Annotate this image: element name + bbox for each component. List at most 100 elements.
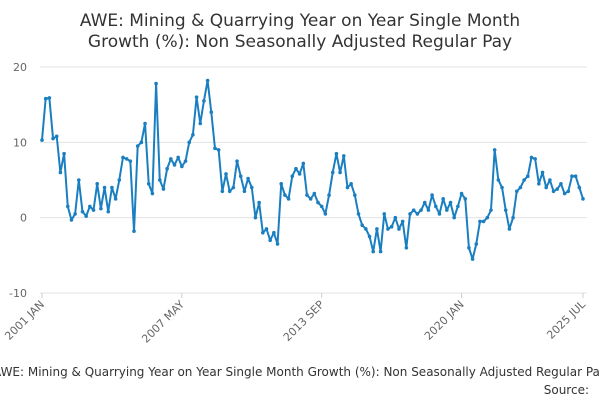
data-point [275,242,280,246]
data-point [246,176,250,181]
data-point [150,191,155,196]
data-point [492,148,497,152]
x-tick-label: 2013 SEP [281,298,327,344]
data-point [128,159,133,163]
data-point [573,174,578,179]
data-point [485,215,490,220]
data-point [467,246,471,250]
data-point [577,185,582,190]
data-point [408,212,412,216]
data-point [478,219,482,224]
data-point [198,121,203,126]
data-point [518,185,523,190]
data-point [205,78,210,83]
data-point [430,193,434,197]
data-point [139,140,144,145]
data-point [514,189,519,194]
data-point [121,155,125,160]
data-point [261,230,265,235]
data-point [146,181,151,186]
data-point [570,174,574,179]
data-point [187,140,192,145]
data-point [470,257,475,261]
data-point [474,242,479,246]
data-point [375,227,379,231]
x-tick-label: 2007 MAY [139,298,187,346]
data-point [382,212,387,216]
x-tick-label: 2025 JUL [544,297,588,341]
data-point [540,170,545,175]
data-point [84,214,88,218]
data-point [154,81,158,86]
data-point [99,206,103,211]
data-point [559,181,563,186]
data-point [316,200,320,205]
data-point [249,185,254,190]
data-point [213,146,217,151]
data-point [297,172,302,176]
data-point [555,187,560,191]
data-point [437,212,442,216]
data-point [257,200,261,205]
data-point [242,189,247,194]
data-point [537,181,541,186]
data-point [511,215,515,220]
data-point [216,148,221,152]
data-point [102,185,107,190]
data-point [62,151,66,156]
data-point [562,191,567,196]
data-point [51,136,55,141]
data-point [334,151,339,156]
chart-title: AWE: Mining & Quarrying Year on Year Sin… [80,11,520,31]
data-point [113,197,118,201]
data-point [279,181,284,186]
data-point [165,166,169,171]
data-point [312,191,317,196]
data-point [525,174,530,179]
data-point [371,249,376,254]
data-point [283,193,287,197]
data-point [231,185,236,190]
data-point [367,234,372,239]
data-point [272,230,276,235]
data-point [345,185,350,190]
data-point [522,178,526,182]
data-point [80,209,85,214]
data-point [378,249,383,254]
data-point [308,197,313,201]
data-point [459,191,464,196]
data-point [117,178,122,182]
data-point [489,208,493,212]
data-point [224,172,228,176]
data-point [95,181,100,186]
data-point [448,200,453,205]
x-tick-label: 2001 JAN [2,298,47,343]
data-point [253,215,258,220]
chart-title: Growth (%): Non Seasonally Adjusted Regu… [88,32,512,52]
data-point [43,96,48,101]
data-point [404,246,409,250]
data-point [294,166,298,171]
data-point [220,189,225,194]
y-tick-label: 0 [20,212,27,225]
data-point [386,227,390,231]
data-point [353,193,357,197]
data-point [73,212,77,216]
data-point [305,193,309,197]
data-point [290,174,295,179]
data-point [422,200,427,205]
data-point [264,227,269,231]
data-point [319,204,324,209]
data-point [456,204,460,209]
data-point [441,197,445,201]
data-point [91,208,96,212]
data-point [496,178,501,182]
data-point [180,164,184,169]
data-point [338,170,342,175]
data-point [389,224,394,229]
data-point [566,189,571,194]
y-tick-label: -10 [9,287,27,300]
data-point [47,96,52,100]
